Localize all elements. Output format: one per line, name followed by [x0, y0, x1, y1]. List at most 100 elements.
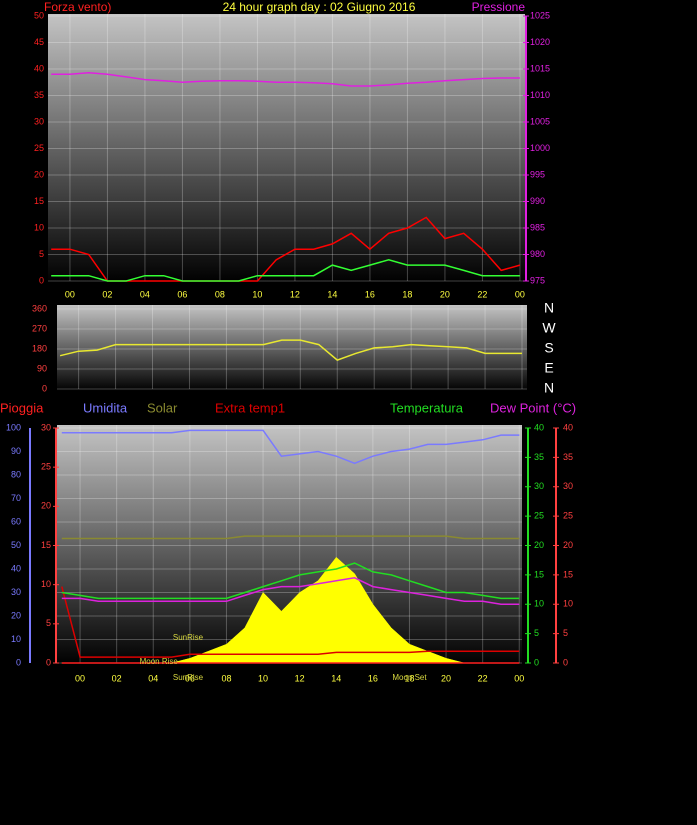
y-tick-label: 15 [34, 196, 44, 206]
annotation: SunRise [173, 633, 204, 642]
y4-tick-label: 20 [563, 540, 573, 550]
x-tick-label: 20 [441, 673, 451, 683]
x-tick-label: 04 [140, 289, 150, 299]
x-tick-label: 22 [478, 673, 488, 683]
y-tick-label: 10 [34, 222, 44, 232]
x-tick-label: 00 [65, 289, 75, 299]
line [61, 562, 520, 600]
y2-tick-label: 995 [530, 169, 545, 179]
y-tick-label: 90 [37, 363, 47, 373]
x-tick-label: 00 [75, 673, 85, 683]
y-tick-label: 30 [34, 116, 44, 126]
y2-tick-label: 1015 [530, 63, 550, 73]
y-tick-label: 0 [16, 657, 21, 667]
x-tick-label: 00 [515, 289, 525, 299]
y2-tick-label: 985 [530, 222, 545, 232]
legend-entry: Solar [147, 400, 178, 415]
chart-title: 24 hour graph day : 02 Giugno 2016 [223, 0, 416, 14]
y-tick-label: 60 [11, 516, 21, 526]
y2-tick-label: 1000 [530, 143, 550, 153]
x-tick-label: 04 [148, 673, 158, 683]
y-tick-label: 270 [32, 323, 47, 333]
x-tick-label: 08 [215, 289, 225, 299]
x-tick-label: 10 [258, 673, 268, 683]
x-tick-label: 14 [331, 673, 341, 683]
annotation: Moon Rise [140, 657, 179, 666]
y2-tick-label: 20 [534, 540, 544, 550]
x-tick-label: 02 [112, 673, 122, 683]
annotation: Moon Set [392, 673, 427, 682]
y2-tick-label: 40 [534, 422, 544, 432]
legend-entry: Umidita [83, 400, 128, 415]
x-tick-label: 10 [252, 289, 262, 299]
plot-area [57, 305, 527, 391]
y-tick-label: 100 [6, 422, 21, 432]
y3-tick-label: 25 [41, 462, 51, 472]
x-tick-label: 06 [177, 289, 187, 299]
y2-tick-label: N [544, 380, 554, 396]
x-tick-label: 12 [290, 289, 300, 299]
y2-tick-label: 1005 [530, 116, 550, 126]
y2-tick-label: 35 [534, 452, 544, 462]
y2-tick-label: 5 [534, 628, 539, 638]
x-tick-label: 06 [185, 673, 195, 683]
line [61, 535, 520, 540]
y-tick-label: 80 [11, 469, 21, 479]
y2-tick-label: S [544, 340, 553, 356]
y-tick-label: 0 [39, 275, 44, 285]
y-tick-label: 25 [34, 143, 44, 153]
y3-tick-label: 20 [41, 501, 51, 511]
y2-tick-label: 0 [534, 657, 539, 667]
y-tick-label: 50 [34, 10, 44, 20]
y4-tick-label: 40 [563, 422, 573, 432]
y-tick-label: 90 [11, 446, 21, 456]
y2-tick-label: 980 [530, 249, 545, 259]
y2-tick-label: 975 [530, 275, 545, 285]
y-tick-label: 40 [11, 563, 21, 573]
y2-tick-label: 1020 [530, 37, 550, 47]
y3-tick-label: 15 [41, 540, 51, 550]
x-tick-label: 00 [514, 673, 524, 683]
y2-tick-label: 30 [534, 481, 544, 491]
x-tick-label: 20 [440, 289, 450, 299]
y2-tick-label: 990 [530, 196, 545, 206]
y-tick-label: 360 [32, 303, 47, 313]
y-tick-label: 40 [34, 63, 44, 73]
line [51, 71, 520, 87]
y2-tick-label: 1010 [530, 90, 550, 100]
y-tick-label: 35 [34, 90, 44, 100]
x-tick-label: 12 [295, 673, 305, 683]
y-tick-label: 20 [34, 169, 44, 179]
x-tick-label: 16 [368, 673, 378, 683]
line [51, 216, 521, 282]
legend-entry: Dew Point (°C) [490, 400, 576, 415]
y4-tick-label: 10 [563, 599, 573, 609]
y-axis-label: Forza vento) [44, 0, 111, 14]
y2-tick-label: 15 [534, 569, 544, 579]
y2-axis-label: Pressione [472, 0, 526, 14]
y-tick-label: 30 [11, 587, 21, 597]
legend-entry: Temperatura [390, 400, 464, 415]
x-tick-label: 16 [365, 289, 375, 299]
y-tick-label: 5 [39, 249, 44, 259]
annotation: SunRise [173, 673, 204, 682]
y3-tick-label: 30 [41, 422, 51, 432]
y-tick-label: 45 [34, 37, 44, 47]
x-tick-label: 18 [402, 289, 412, 299]
x-tick-label: 02 [102, 289, 112, 299]
y-tick-label: 20 [11, 610, 21, 620]
y4-tick-label: 0 [563, 657, 568, 667]
x-tick-label: 18 [404, 673, 414, 683]
y4-tick-label: 30 [563, 481, 573, 491]
y2-tick-label: W [542, 320, 556, 336]
y2-tick-label: 10 [534, 599, 544, 609]
line [61, 429, 520, 465]
y3-tick-label: 5 [46, 618, 51, 628]
y4-tick-label: 35 [563, 452, 573, 462]
x-tick-label: 22 [477, 289, 487, 299]
y2-tick-label: N [544, 300, 554, 316]
x-tick-label: 08 [221, 673, 231, 683]
y4-tick-label: 5 [563, 628, 568, 638]
line [61, 577, 520, 606]
